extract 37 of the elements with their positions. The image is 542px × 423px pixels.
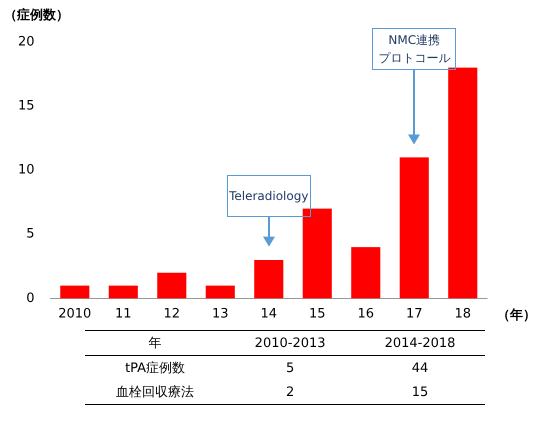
- x-tick-label: 12: [164, 306, 180, 322]
- bar: [60, 286, 90, 298]
- bar: [400, 157, 429, 298]
- x-tick-label: 17: [406, 306, 423, 322]
- category-label: 年: [85, 330, 226, 356]
- x-tick-label: 18: [454, 306, 472, 322]
- y-tick-label: 20: [18, 34, 35, 50]
- category-label: tPA症例数: [125, 361, 186, 376]
- x-tick-label: 2010: [58, 306, 92, 322]
- y-axis-title: （症例数）: [4, 6, 69, 24]
- y-tick-label: 15: [18, 98, 35, 114]
- category-label: 血栓回収療法: [116, 385, 194, 400]
- bar: [254, 260, 284, 298]
- bar: [448, 68, 478, 298]
- x-axis-title: （年）: [497, 307, 536, 324]
- y-tick-label: 10: [18, 162, 35, 178]
- x-tick-label: 14: [260, 306, 278, 322]
- text: 44: [412, 360, 428, 376]
- y-tick-label: 0: [26, 290, 35, 306]
- bar: [206, 286, 235, 298]
- annotation: Teleradiology: [229, 188, 308, 206]
- category-label: 2010-2013: [225, 330, 356, 356]
- x-tick-label: 13: [212, 306, 229, 322]
- category-label: 2014-2018: [355, 330, 485, 356]
- y-tick-label: 5: [26, 226, 35, 242]
- text: 2: [286, 384, 294, 400]
- annotation: NMC連携: [388, 32, 440, 50]
- bar: [108, 286, 138, 298]
- x-tick-label: 16: [357, 306, 374, 322]
- category-label: 15: [412, 384, 428, 400]
- bar: [351, 247, 380, 298]
- bar: [157, 272, 186, 298]
- annotation: プロトコール: [378, 50, 450, 68]
- x-tick-label: 11: [115, 306, 132, 322]
- bar: [302, 208, 332, 298]
- x-tick-label: 15: [308, 306, 326, 322]
- text: 5: [286, 360, 294, 376]
